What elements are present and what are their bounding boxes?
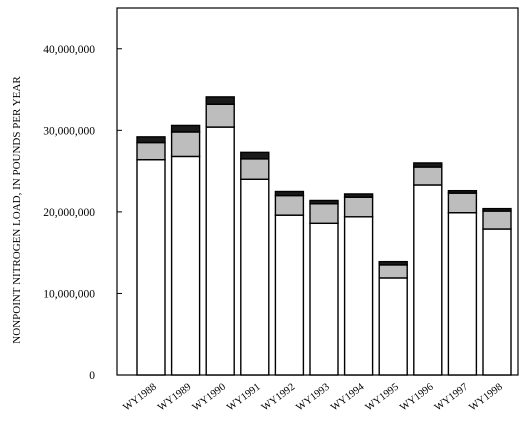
x-tick-label: WY1991: [225, 382, 262, 414]
x-axis-tick-labels: WY1988WY1989WY1990WY1991WY1992WY1993WY19…: [121, 381, 504, 413]
bar-segment-3: [378, 260, 408, 266]
x-tick-label: WY1993: [294, 382, 331, 414]
bar-segment-2: [343, 196, 374, 218]
bar-segment-3: [309, 199, 339, 205]
x-tick-label: WY1990: [191, 382, 228, 414]
x-tick-label: WY1995: [364, 382, 401, 414]
bar-segment-3: [447, 189, 478, 194]
bar-segment-1: [170, 155, 201, 376]
bar-segment-3: [343, 193, 374, 198]
y-axis-label: NONPOINT NITROGEN LOAD, IN POUNDS PER YE…: [11, 76, 23, 344]
bar-segment-2: [413, 166, 443, 186]
bar-segment-1: [482, 228, 512, 376]
bar-segment-2: [378, 264, 408, 279]
bar-segment-1: [413, 184, 443, 376]
x-tick-label: WY1997: [433, 382, 470, 414]
y-tick-label: 40,000,000: [43, 44, 95, 56]
bar-segment-1: [309, 222, 339, 376]
y-tick-label: 20,000,000: [43, 207, 95, 219]
y-axis-ticks: 0 10,000,000 20,000,000 30,000,000 40,000,00…: [43, 44, 122, 382]
bar-segment-1: [378, 277, 408, 376]
bar-segment-3: [136, 136, 166, 144]
bar-segment-3: [274, 190, 305, 197]
x-tick-label: WY1992: [260, 382, 297, 414]
bar-segment-3: [170, 124, 201, 133]
bar-segment-1: [447, 212, 478, 376]
x-tick-label: WY1989: [156, 382, 193, 414]
y-tick-label: 10,000,000: [43, 288, 95, 300]
bar-segment-2: [274, 194, 305, 216]
bar-segment-2: [447, 192, 478, 214]
x-tick-label: WY1996: [398, 382, 435, 414]
x-tick-label: WY1998: [467, 382, 504, 414]
bar-segment-2: [309, 203, 339, 225]
bar-segment-2: [205, 103, 235, 128]
bar-segment-2: [136, 141, 166, 161]
bar-segment-2: [482, 210, 512, 230]
bar-segment-1: [343, 216, 374, 376]
bar-segment-3: [413, 162, 443, 168]
bar-segment-1: [136, 158, 166, 376]
y-tick-label: 30,000,000: [43, 125, 95, 137]
y-tick-label: 0: [89, 370, 95, 382]
bars: [136, 96, 512, 376]
bar-segment-1: [205, 126, 235, 376]
bar-segment-3: [240, 151, 270, 160]
bar-segment-2: [240, 158, 270, 180]
bar-segment-1: [240, 178, 270, 376]
bar-segment-3: [482, 207, 512, 212]
x-tick-label: WY1994: [329, 381, 367, 413]
bar-segment-1: [274, 214, 305, 376]
x-tick-label: WY1988: [121, 382, 158, 414]
bar-segment-2: [170, 131, 201, 158]
bar-segment-3: [205, 96, 235, 105]
